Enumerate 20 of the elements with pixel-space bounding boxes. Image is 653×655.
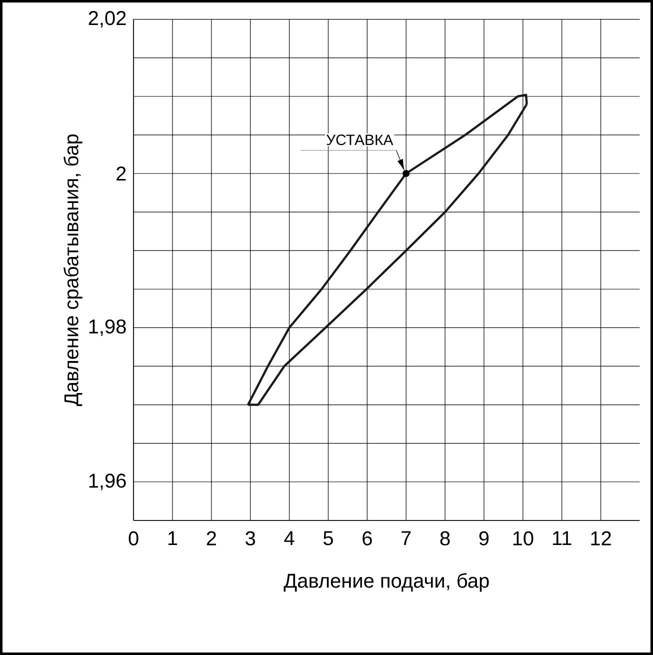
x-tick-label: 8 bbox=[440, 531, 450, 546]
x-tick-label: 7 bbox=[402, 531, 411, 546]
x-tick-label: 11 bbox=[553, 531, 572, 546]
x-tick-label: 4 bbox=[284, 531, 294, 546]
x-tick-label: 3 bbox=[246, 531, 256, 546]
x-tick-label: 0 bbox=[128, 531, 138, 546]
y-tick-label: 2 bbox=[116, 166, 126, 180]
y-axis-title: Давление срабатывания, бар bbox=[64, 134, 82, 406]
x-tick-label: 10 bbox=[513, 531, 534, 546]
y-tick-label: 1,98 bbox=[89, 319, 126, 336]
x-tick-label: 12 bbox=[591, 531, 611, 546]
x-tick-label: 2 bbox=[206, 531, 216, 546]
x-axis-title: Давление подачи, бар bbox=[284, 572, 489, 592]
x-tick-label: 1 bbox=[168, 531, 178, 546]
x-tick-label: 6 bbox=[362, 531, 372, 546]
x-tick-label: 5 bbox=[323, 531, 333, 546]
y-tick-label: 1,96 bbox=[89, 474, 126, 490]
annotation: УСТАВКА bbox=[326, 134, 394, 146]
y-tick-label: 2,02 bbox=[88, 11, 126, 28]
x-tick-label: 9 bbox=[479, 531, 489, 546]
